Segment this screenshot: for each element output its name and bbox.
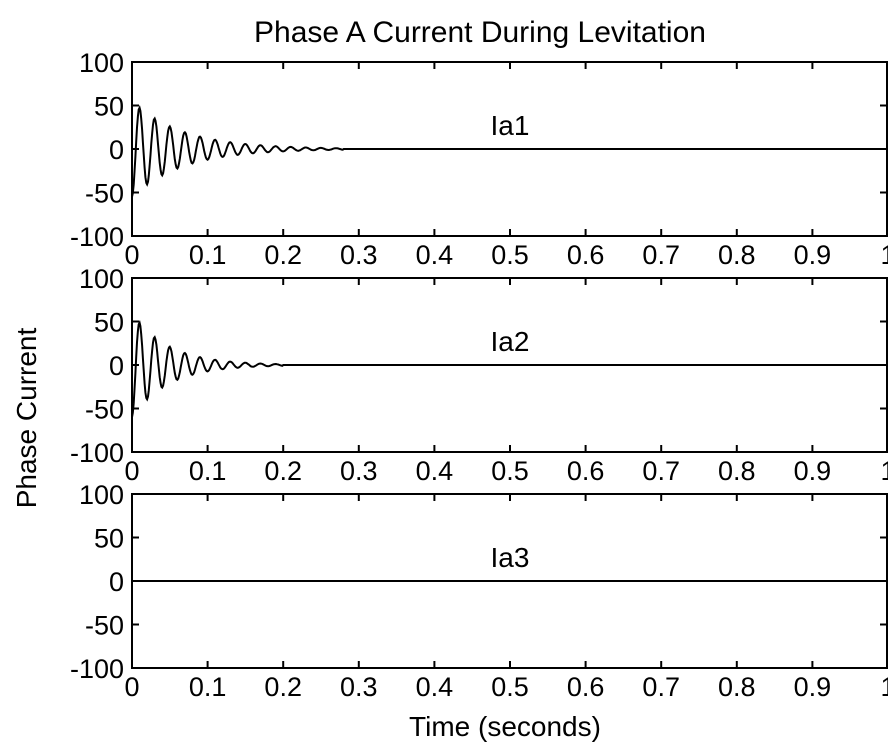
x-tick-label: 0.7	[642, 240, 680, 270]
x-tick-label: 0.4	[416, 240, 454, 270]
x-tick-label: 0.2	[264, 456, 302, 486]
y-tick-label: 0	[109, 351, 124, 381]
x-tick-label: 0.8	[718, 240, 756, 270]
x-tick-label: 0.5	[491, 672, 529, 702]
x-tick-label: 0.8	[718, 672, 756, 702]
x-tick-label: 0.6	[567, 672, 605, 702]
y-tick-label: -50	[85, 179, 124, 209]
y-tick-label: 0	[109, 135, 124, 165]
x-tick-label: 0.1	[189, 240, 227, 270]
subplot-stack: 00.10.20.30.40.50.60.70.80.91100500-50-1…	[70, 48, 888, 702]
y-axis-title: Phase Current	[11, 328, 42, 509]
subplot-2: 0 0.1 0.2 0.3 0.4 0.5 0.6 0.7 0.8 0.9 1 100 50 0 -50 -1…	[70, 264, 888, 486]
x-tick-label: 0.6	[567, 456, 605, 486]
x-tick-label: 0.7	[642, 672, 680, 702]
x-tick-label: 0.4	[416, 672, 454, 702]
x-tick-label: 0	[124, 456, 139, 486]
series-label: Ia3	[491, 542, 530, 573]
x-tick-label: 0.9	[794, 456, 832, 486]
chart-title: Phase A Current During Levitation	[254, 16, 706, 49]
x-tick-label: 0.5	[491, 456, 529, 486]
x-axis-title: Time (seconds)	[409, 711, 601, 742]
series-line-ia2	[131, 319, 888, 418]
y-tick-label: -100	[70, 654, 124, 684]
y-tick-label: -50	[85, 395, 124, 425]
subplot-1: 0 0.1 0.2 0.3 0.4 0.5 0.6 0.7 0.8 0.9 1 100 50 0 -50 -1…	[70, 48, 888, 270]
y-tick-label: -100	[70, 438, 124, 468]
x-tick-label: 0.7	[642, 456, 680, 486]
series-label: Ia1	[491, 110, 530, 141]
y-tick-label: 100	[79, 480, 124, 510]
x-tick-label: 0.1	[189, 456, 227, 486]
x-tick-label: 1	[880, 672, 888, 702]
y-tick-label: 0	[109, 567, 124, 597]
y-tick-label: 50	[94, 308, 124, 338]
subplot-3: 0 0.1 0.2 0.3 0.4 0.5 0.6 0.7 0.8 0.9 1 100 50 0 -50 -1…	[70, 480, 888, 702]
x-tick-label: 0.3	[340, 240, 378, 270]
x-tick-label: 1	[880, 456, 888, 486]
x-tick-label: 0.3	[340, 456, 378, 486]
x-tick-label: 0.3	[340, 672, 378, 702]
x-tick-label: 0.8	[718, 456, 756, 486]
y-tick-label: -50	[85, 611, 124, 641]
y-tick-label: -100	[70, 222, 124, 252]
x-tick-label: 0.1	[189, 672, 227, 702]
x-tick-label: 0.2	[264, 672, 302, 702]
series-label: Ia2	[491, 326, 530, 357]
x-tick-label: 0.9	[794, 672, 832, 702]
y-tick-label: 50	[94, 524, 124, 554]
x-tick-label: 0.2	[264, 240, 302, 270]
x-tick-label: 0	[124, 672, 139, 702]
x-tick-label: 0.6	[567, 240, 605, 270]
series-line-ia1	[131, 104, 888, 198]
x-tick-label: 0	[124, 240, 139, 270]
y-tick-label: 100	[79, 48, 124, 78]
y-tick-label: 100	[79, 264, 124, 294]
x-tick-label: 0.4	[416, 456, 454, 486]
x-tick-label: 0.5	[491, 240, 529, 270]
x-tick-label: 1	[880, 240, 888, 270]
x-tick-label: 0.9	[794, 240, 832, 270]
y-tick-label: 50	[94, 92, 124, 122]
